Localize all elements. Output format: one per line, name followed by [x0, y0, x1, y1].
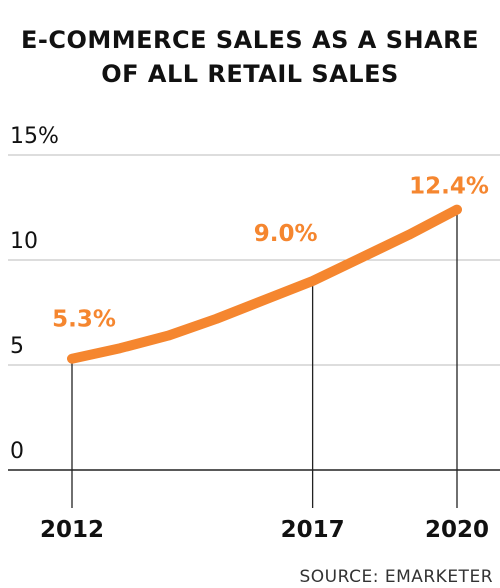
- data-labels: 5.3% 9.0% 12.4%: [52, 174, 489, 333]
- x-tick-label: 2017: [281, 517, 345, 543]
- gridlines: [8, 154, 500, 471]
- data-label: 9.0%: [254, 221, 318, 247]
- series-line: [67, 204, 462, 364]
- chart-title-line-2: OF ALL RETAIL SALES: [101, 60, 399, 88]
- x-axis-ticks: 2012 2017 2020: [40, 517, 489, 543]
- y-tick-label: 10: [10, 229, 38, 254]
- y-axis-ticks: 0 5 10 15%: [10, 124, 59, 464]
- leader-lines: [71, 209, 458, 508]
- x-tick-label: 2012: [40, 517, 104, 543]
- data-label: 5.3%: [52, 307, 116, 333]
- chart-title-line-1: E-COMMERCE SALES AS A SHARE: [21, 26, 479, 54]
- y-tick-label: 15%: [10, 124, 59, 149]
- y-tick-label: 5: [10, 334, 24, 359]
- y-tick-label: 0: [10, 439, 24, 464]
- data-label: 12.4%: [409, 174, 489, 200]
- source-note: SOURCE: EMARKETER: [300, 567, 494, 587]
- series-line-group: [67, 204, 462, 364]
- x-tick-label: 2020: [425, 517, 489, 543]
